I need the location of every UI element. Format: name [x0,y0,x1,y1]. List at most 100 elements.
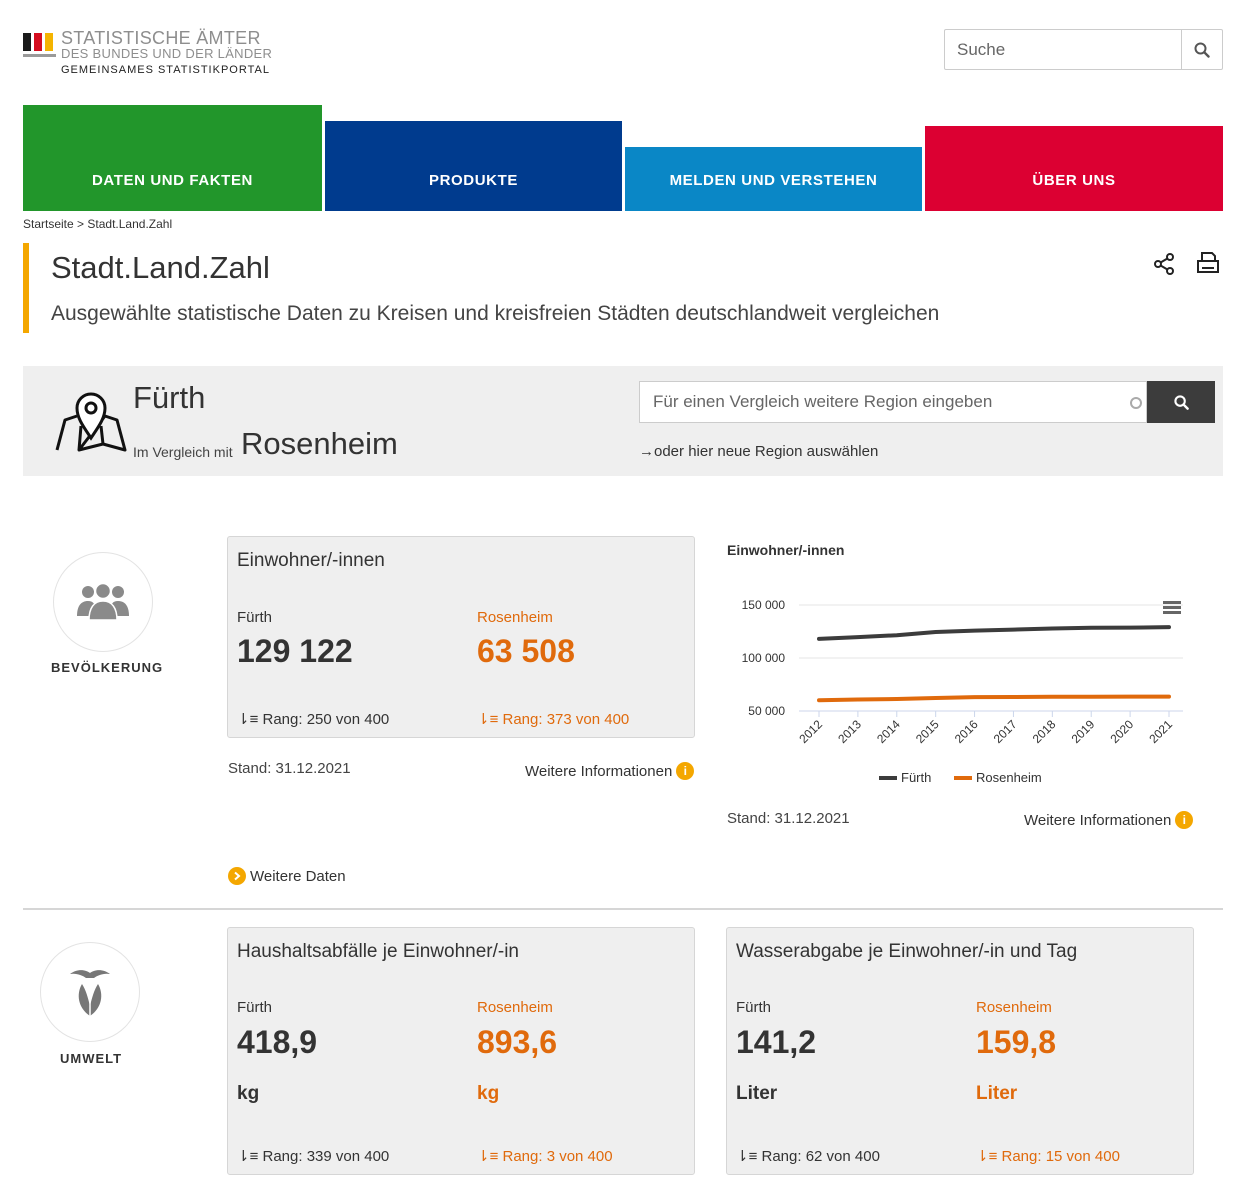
region-a-rank: ⇂≡ Rang: 339 von 400 [237,1147,389,1165]
rank-text: Rang: 339 von 400 [262,1148,390,1165]
population-stand: Stand: 31.12.2021 [228,760,351,777]
waste-card: Haushaltsabfälle je Einwohner/-in Fürth … [227,927,695,1175]
logo-line-3: GEMEINSAMES STATISTIKPORTAL [61,64,270,76]
logo-line-2: DES BUNDES UND DER LÄNDER [61,46,273,61]
rank-text: Rang: 250 von 400 [262,711,390,728]
population-category-icon-circle [53,552,153,652]
more-data-link[interactable]: Weitere Daten [228,867,346,885]
chart-stand: Stand: 31.12.2021 [727,810,850,827]
region-a-value: 418,9 [237,1024,318,1060]
chevron-right-icon [228,867,246,885]
water-card: Wasserabgabe je Einwohner/-in und Tag Fü… [726,927,1194,1175]
region-a-unit: Liter [736,1083,778,1104]
card-title: Haushaltsabfälle je Einwohner/-in [237,941,519,962]
compare-label: Im Vergleich mit [133,444,233,460]
rank-text: Rang: 3 von 400 [502,1148,613,1165]
legend-label: Rosenheim [976,770,1042,785]
nav-ueber-uns[interactable]: ÜBER UNS [925,126,1223,211]
chart-more-info-link[interactable]: Weitere Informationen i [1024,811,1194,829]
search-icon [1194,42,1210,58]
share-icon[interactable] [1152,252,1176,276]
page-subtitle: Ausgewählte statistische Daten zu Kreise… [51,302,940,325]
rank-text: Rang: 15 von 400 [1001,1148,1120,1165]
x-tick-label: 2017 [991,717,1020,746]
series-line-rosenheim [817,694,1171,703]
y-tick-label: 100 000 [742,651,786,665]
arrow-right-icon: → [639,443,654,460]
region-a-value: 141,2 [736,1024,817,1060]
info-icon: i [676,762,695,780]
x-tick-label: 2012 [796,717,825,746]
region-a-unit: kg [237,1083,260,1104]
info-icon: i [1175,811,1194,829]
region-b-rank: ⇂≡ Rang: 373 von 400 [477,710,629,728]
x-tick-label: 2021 [1146,717,1175,746]
x-tick-label: 2016 [952,717,981,746]
chart-title: Einwohner/-innen [727,542,845,558]
rank-icon: ⇂≡ [477,1148,503,1165]
environment-category-icon-circle [40,942,140,1042]
rank-icon: ⇂≡ [237,711,263,728]
region-selection-box: Fürth Im Vergleich mit Rosenheim →oder h… [23,366,1223,476]
more-info-label: Weitere Informationen [525,762,673,780]
rank-text: Rang: 373 von 400 [502,711,630,728]
chart-menu-icon[interactable] [1163,601,1181,614]
region-b-unit: kg [477,1083,500,1104]
y-tick-label: 50 000 [748,704,785,718]
x-tick-label: 2013 [835,717,864,746]
region-a-label: Fürth [736,999,772,1016]
x-tick-label: 2018 [1030,717,1059,746]
nav-melden-und-verstehen[interactable]: MELDEN UND VERSTEHEN [625,147,922,211]
nav-produkte[interactable]: PRODUKTE [325,121,622,211]
portal-logo[interactable]: STATISTISCHE ÄMTER DES BUNDES UND DER LÄ… [23,28,283,80]
x-tick-label: 2019 [1069,717,1098,746]
map-pin-icon [55,392,127,452]
compare-region-field [639,381,1147,423]
x-tick-label: 2020 [1107,717,1136,746]
title-accent-bar [23,243,29,333]
region-b-value: 63 508 [477,633,575,669]
region-b-rank: ⇂≡ Rang: 3 von 400 [477,1147,613,1165]
new-region-link[interactable]: →oder hier neue Region auswählen [639,443,878,460]
population-more-info-link[interactable]: Weitere Informationen i [525,762,695,780]
more-data-label: Weitere Daten [250,867,346,885]
nav-label: ÜBER UNS [1032,172,1116,189]
search-icon [1173,394,1189,410]
region-a-label: Fürth [237,609,273,626]
region-b-rank: ⇂≡ Rang: 15 von 400 [976,1147,1120,1165]
breadcrumb-current: Stadt.Land.Zahl [87,217,173,231]
rank-icon: ⇂≡ [237,1148,263,1165]
page-title: Stadt.Land.Zahl [51,250,270,285]
compare-region-search-button[interactable] [1147,381,1215,423]
rank-icon: ⇂≡ [477,711,503,728]
rank-icon: ⇂≡ [976,1148,1002,1165]
environment-category-label: UMWELT [60,1051,123,1066]
x-tick-label: 2014 [874,717,903,746]
region-b-label: Rosenheim [976,999,1052,1016]
leaf-hand-icon [70,970,110,1016]
logo-line-1: STATISTISCHE ÄMTER [61,28,261,48]
print-icon[interactable] [1195,250,1221,276]
section-divider [23,908,1223,910]
nav-label: DATEN UND FAKTEN [92,172,253,189]
population-card: Einwohner/-innen Fürth Rosenheim 129 122… [227,536,695,738]
compare-region-input[interactable] [640,382,1146,422]
nav-daten-und-fakten[interactable]: DATEN UND FAKTEN [23,105,322,211]
breadcrumb: Startseite > Stadt.Land.Zahl [23,217,172,231]
x-tick-label: 2015 [913,717,942,746]
nav-label: PRODUKTE [429,172,518,189]
site-search-input[interactable] [945,30,1181,69]
breadcrumb-home-link[interactable]: Startseite [23,217,74,231]
region-a-rank: ⇂≡ Rang: 62 von 400 [736,1147,880,1165]
compare-region: Rosenheim [241,426,398,461]
new-region-label: oder hier neue Region auswählen [654,443,879,460]
y-tick-label: 150 000 [742,598,786,612]
site-search [944,29,1223,70]
site-search-button[interactable] [1181,30,1222,69]
rank-icon: ⇂≡ [736,1148,762,1165]
population-line-chart: 50 000 100 000 150 000 2012 2013 2014 2015 2016… [742,598,1183,785]
region-b-unit: Liter [976,1083,1018,1104]
people-group-icon [77,582,129,621]
region-b-label: Rosenheim [477,609,553,626]
more-info-label: Weitere Informationen [1024,811,1172,829]
